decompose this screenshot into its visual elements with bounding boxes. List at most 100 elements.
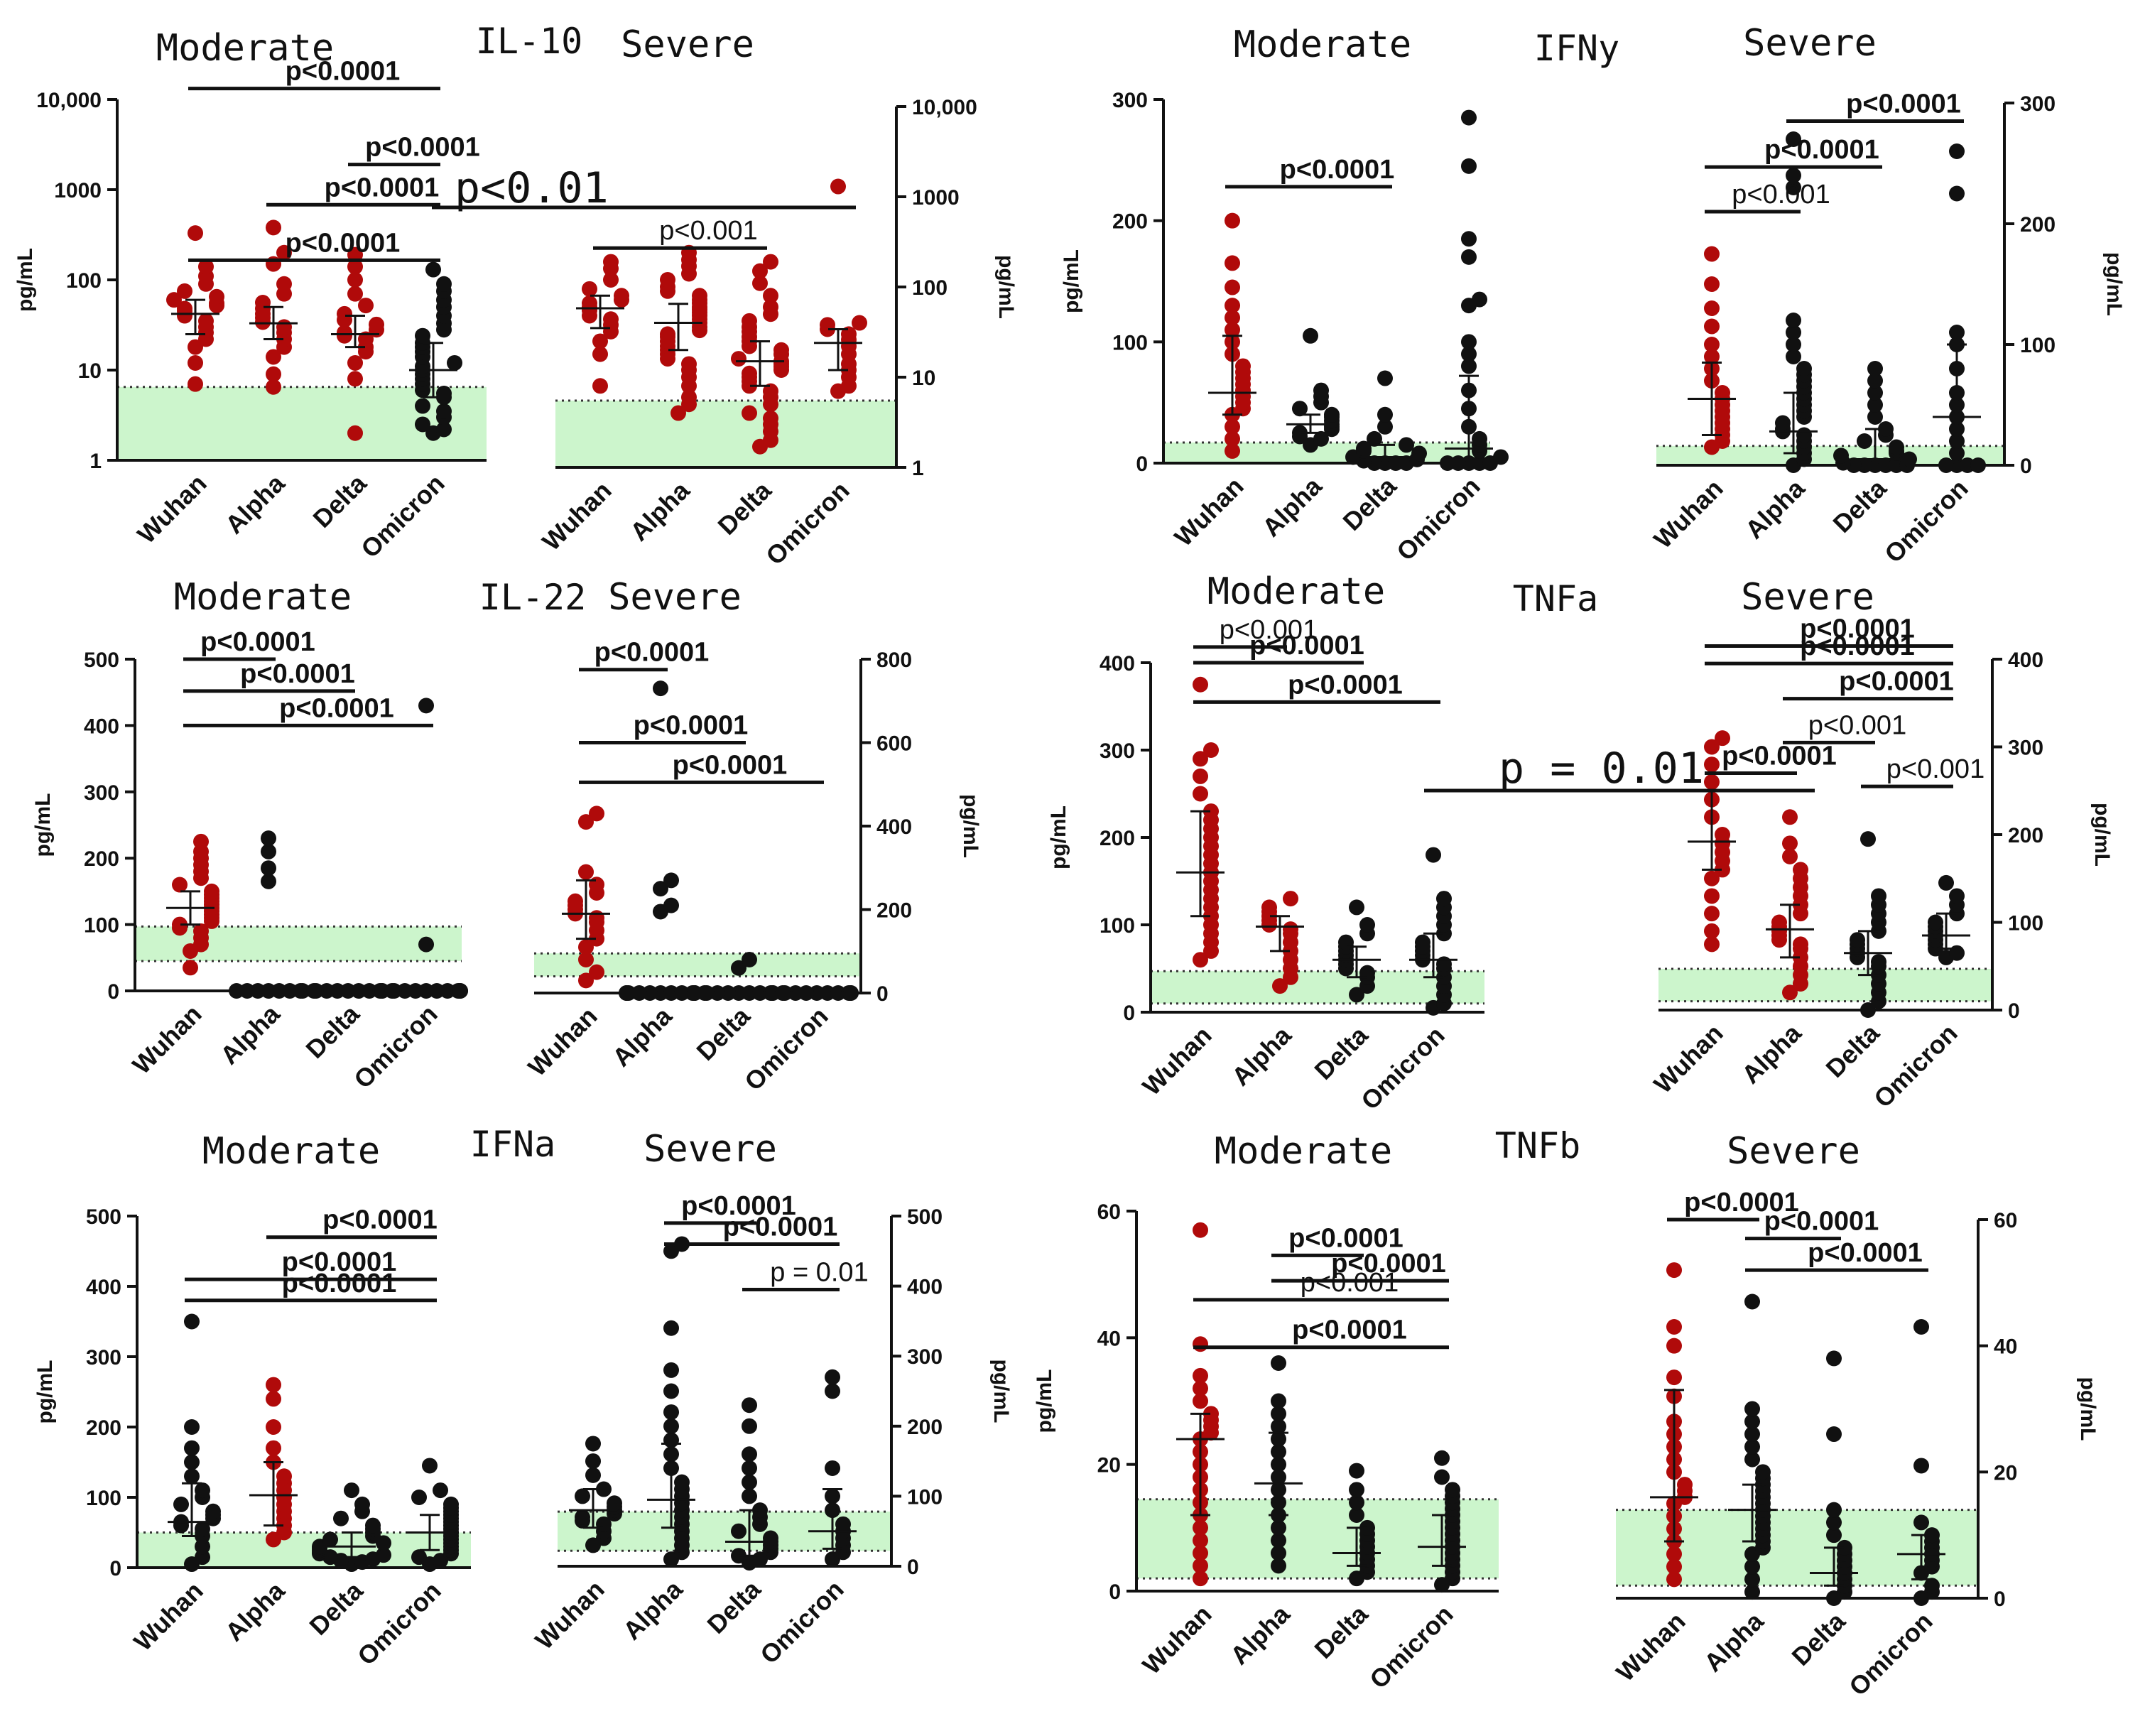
il10-sev-point-wuhan-9 [582,295,597,311]
il22-sev-pvalue-1: p<0.0001 [634,711,749,741]
il22-mod-y-label: pg/mL [31,793,55,857]
il10-sev-point-alpha-13 [660,326,675,342]
ifna-mod-point-delta-5 [376,1547,391,1563]
il22-mod-ytick-label-2: 200 [84,847,119,871]
ifny-sev-point-alpha-20 [1786,325,1801,340]
il22-sev-point-alpha-15 [663,872,679,889]
il10-mod-point-delta-12 [358,298,374,314]
ifny-sev-ytick-label-0: 0 [2020,455,2032,478]
tnfb-mod-point-wuhan-20 [1193,1222,1208,1238]
il22-mod-point-wuhan-6 [172,916,188,933]
ifny-sev-point-alpha-24 [1786,131,1801,147]
tnfb-mod-pvalue-3: p<0.0001 [1292,1315,1407,1345]
tnfb-mod-point-wuhan-17 [1193,1380,1208,1396]
ifny-sev-point-alpha-18 [1786,349,1801,364]
il22-mod-point-wuhan-0 [183,960,198,976]
il10-sev-point-alpha-2 [681,389,697,406]
il10-mod-point-delta-14 [347,272,363,288]
il10-mod-point-delta-15 [347,259,363,275]
ifny-mod-pvalue-0: p<0.0001 [1280,155,1395,185]
ifna-sev-point-alpha-11 [674,1474,690,1490]
ifny-sev-point-delta-15 [1867,409,1883,425]
ifna-sev-pvalue-1: p<0.0001 [723,1212,838,1242]
ifna-sev-category-alpha: Alpha [617,1574,688,1645]
il22-mod-pvalue-1: p<0.0001 [240,659,355,689]
ifna-mod-pvalue-2: p<0.0001 [282,1269,397,1298]
tnfb-mod-point-alpha-14 [1271,1355,1286,1371]
ifny-mod-category-alpha: Alpha [1256,471,1328,542]
il10-mod-point-omicron-26 [436,276,452,292]
ifny-mod-normal-band [1163,442,1490,463]
ifna-sev-point-wuhan-12 [585,1467,601,1483]
ifna-sev-pvalue-2: p = 0.01 [770,1258,868,1288]
il22-sev-point-wuhan-14 [578,864,594,880]
tnfb-mod-point-wuhan-1 [1193,1558,1208,1574]
il10-sev-point-alpha-24 [692,288,707,304]
il10-mod-point-delta-13 [347,286,363,302]
il10-mod-pvalue-1: p<0.0001 [365,133,480,163]
il22-mod-ytick-label-3: 300 [84,781,119,805]
ifny-sev-category-delta: Delta [1827,473,1892,538]
il22-sev-point-wuhan-13 [589,877,604,893]
ifna-sev-y-label: pg/mL [989,1360,1013,1423]
tnfa-sev-point-alpha-6 [1793,936,1808,953]
il22-sev-point-wuhan-1 [589,964,604,980]
il10-sev-point-alpha-27 [660,271,675,288]
tnfa-mod-ytick-label-1: 100 [1100,914,1135,938]
il10-mod-ytick-label-1: 10 [78,359,102,383]
il22-sev-ytick-label-4: 800 [876,649,912,672]
il22-sev-point-wuhan-15 [578,814,594,830]
tnfb-sev-category-wuhan: Wuhan [1610,1607,1690,1687]
il10-mod-pvalue-0: p<0.0001 [286,57,401,87]
ifna-mod-ytick-label-3: 300 [86,1346,121,1369]
ifny-mod-point-omicron-5 [1493,449,1509,465]
tnfa-mod-pvalue-2: p<0.0001 [1288,670,1403,700]
tnfa-sev-pvalue-4: p<0.0001 [1722,742,1837,771]
tnfb-sev-point-delta-8 [1837,1539,1852,1556]
il22-sev-point-wuhan-7 [589,910,604,926]
ifny-mod-ytick-label-3: 300 [1112,89,1148,112]
ifna-sev-pvalue-0: p<0.0001 [681,1191,796,1221]
ifna-mod-point-wuhan-14 [184,1454,200,1470]
ifna-mod-y-label: pg/mL [33,1360,57,1424]
ifny-sev-point-alpha-22 [1786,180,1801,195]
il10-sev-point-omicron-10 [820,317,835,333]
ifna-severe-title: Severe [644,1128,777,1171]
il10-sev-ytick-label-2: 100 [912,276,948,300]
ifny-sev-point-omicron-2 [1938,457,1954,473]
tnfb-sev-point-alpha-19 [1744,1426,1760,1443]
il22-sev-point-omicron-9 [843,985,859,1001]
ifny-sev-point-wuhan-16 [1704,276,1720,292]
il22-mod-ytick-label-5: 500 [84,649,119,672]
tnfb-sev-point-wuhan-16 [1666,1369,1682,1386]
il22-mod-category-omicron: Omicron [348,999,443,1095]
il22-mod-category-alpha: Alpha [215,999,286,1070]
tnfb-mod-category-alpha: Alpha [1225,1599,1296,1670]
ifny-sev-point-alpha-21 [1786,313,1801,328]
ifny-sev-point-wuhan-15 [1704,300,1720,316]
tnfa-sev-pvalue-1: p<0.0001 [1800,631,1915,661]
tnfa-sev-pvalue-0: p<0.0001 [1800,614,1915,644]
tnfa-mod-pvalue-1: p<0.0001 [1249,631,1364,661]
tnfb-sev-pvalue-2: p<0.0001 [1808,1238,1923,1268]
ifny-mod-point-wuhan-19 [1225,212,1240,229]
ifna-sev-category-wuhan: Wuhan [529,1575,609,1655]
tnfb-mod-category-omicron: Omicron [1364,1600,1459,1695]
il22-sev-pvalue-2: p<0.0001 [673,750,788,780]
il10-sev-point-delta-25 [742,313,757,329]
il10-mod-point-wuhan-12 [166,292,182,308]
ifna-mod-point-alpha-11 [266,1440,281,1456]
il10-mod-point-omicron-4 [436,403,452,419]
ifna-sev-ytick-label-4: 400 [907,1276,943,1299]
ifny-mod-ytick-label-0: 0 [1136,452,1148,476]
ifna-sev-point-wuhan-9 [607,1495,622,1512]
tnfb-mod-point-alpha-1 [1271,1545,1286,1561]
tnfa-mod-point-wuhan-18 [1193,786,1208,802]
tnfa-sev-ytick-label-0: 0 [2008,999,2020,1023]
ifna-mod-point-delta-17 [333,1510,349,1526]
il10-sev-point-wuhan-13 [603,271,619,288]
ifna-mod-ytick-label-2: 200 [86,1416,121,1440]
il10-mod-point-omicron-14 [447,354,462,371]
